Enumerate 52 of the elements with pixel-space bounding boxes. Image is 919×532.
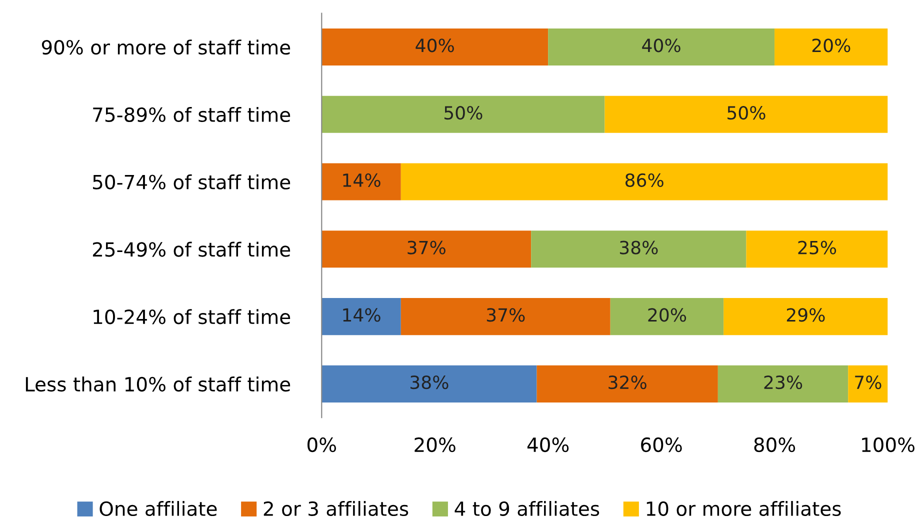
data-label: 23% [764, 376, 802, 390]
data-label: 7% [855, 376, 882, 390]
bar [400, 298, 610, 336]
data-label: 38% [620, 240, 658, 254]
legend-label: One affiliate [100, 501, 217, 516]
bar [322, 28, 548, 66]
data-label: 25% [798, 240, 836, 254]
data-label: 29% [786, 308, 825, 322]
bar [322, 96, 605, 133]
x-tick-label: 100% [862, 437, 914, 452]
y-tick-label: Less than 10% of staff time [26, 376, 290, 392]
bar [610, 298, 724, 336]
data-label: 14% [343, 308, 380, 322]
x-tick-label: 0% [308, 437, 336, 452]
x-tick-label: 40% [527, 437, 569, 452]
y-tick-label: 25-49% of staff time [92, 242, 290, 257]
bar [536, 365, 718, 402]
bar [774, 28, 888, 66]
data-label: 40% [642, 38, 680, 52]
bar [322, 298, 401, 336]
y-tick-label: 75-89% of staff time [93, 106, 290, 122]
data-label: 32% [608, 376, 646, 390]
data-label: 50% [444, 106, 482, 120]
bar [548, 28, 775, 66]
x-tick-label: 20% [414, 437, 456, 452]
legend-label: 10 or more affiliates [646, 501, 841, 516]
y-tick-label: 50-74% of staff time [93, 174, 290, 190]
x-tick-label: 60% [641, 437, 682, 452]
data-label: 37% [408, 240, 446, 254]
data-label: 40% [416, 38, 454, 52]
bar [604, 96, 888, 133]
data-label: 86% [625, 173, 664, 188]
legend-label: 4 to 9 affiliates [454, 501, 600, 516]
y-tick-label: 10-24% of staff time [94, 309, 290, 324]
legend-label: 2 or 3 affiliates [264, 501, 408, 516]
data-label: 50% [728, 106, 766, 120]
bar [531, 230, 746, 268]
bar [848, 365, 888, 402]
bar [746, 230, 888, 268]
bar [322, 230, 532, 268]
y-tick-label: 90% or more of staff time [42, 40, 290, 55]
data-label: 37% [486, 308, 525, 322]
x-tick-label: 80% [754, 437, 796, 452]
bar [400, 163, 888, 200]
bar [322, 365, 537, 402]
data-label: 38% [410, 376, 448, 390]
bar [322, 163, 401, 200]
bar [718, 365, 848, 402]
data-label: 20% [648, 308, 686, 322]
bar [724, 298, 888, 336]
data-label: 14% [343, 173, 380, 188]
data-label: 20% [812, 38, 850, 52]
